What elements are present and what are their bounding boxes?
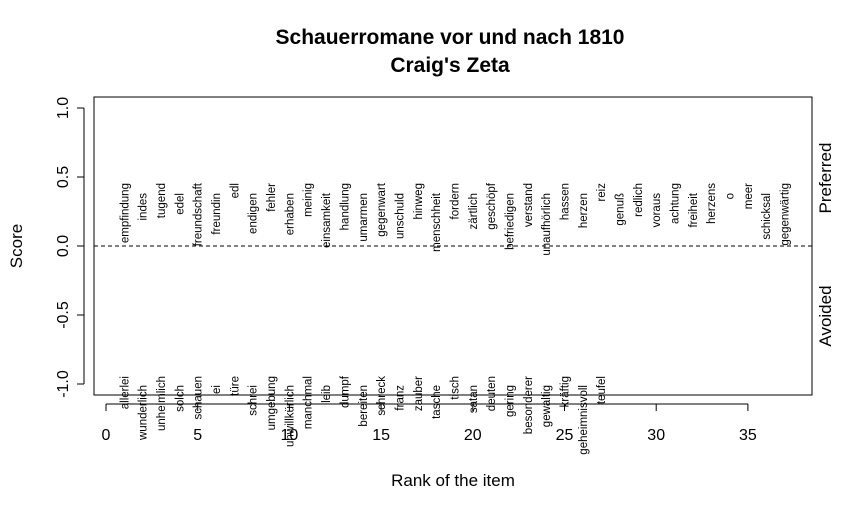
y-tick-label: 0.5 bbox=[55, 166, 72, 188]
preferred-word-2: indes bbox=[138, 193, 150, 221]
avoided-word-12: leib bbox=[321, 385, 333, 403]
y-axis: -1.0 -0.5 0.0 0.5 1.0 bbox=[55, 97, 85, 398]
preferred-word-37: gegenwärtig bbox=[780, 183, 792, 246]
x-tick-label: 25 bbox=[556, 427, 574, 444]
avoided-word-9: umgebung bbox=[266, 376, 278, 430]
preferred-word-9: fehler bbox=[266, 183, 278, 212]
avoided-word-17: zauber bbox=[413, 376, 425, 411]
chart-subtitle: Craig's Zeta bbox=[390, 54, 510, 77]
preferred-word-13: handlung bbox=[339, 183, 351, 230]
preferred-word-1: empfindung bbox=[119, 183, 131, 243]
preferred-word-6: freundin bbox=[211, 193, 223, 235]
preferred-word-12: einsamkeit bbox=[321, 192, 333, 248]
avoided-word-16: franz bbox=[394, 385, 406, 411]
x-tick-label: 30 bbox=[647, 427, 665, 444]
x-tick-label: 35 bbox=[739, 427, 757, 444]
preferred-word-36: schicksal bbox=[761, 193, 773, 240]
avoided-words: allerlei wunderlich unheimlich solch schauen… bbox=[119, 375, 608, 454]
preferred-word-22: befriedigen bbox=[504, 193, 516, 250]
y-axis-label: Score bbox=[7, 224, 26, 268]
x-tick-label: 0 bbox=[102, 427, 111, 444]
avoided-word-15: schreck bbox=[376, 376, 388, 416]
preferred-word-32: freiheit bbox=[688, 192, 700, 227]
avoided-word-2: wunderlich bbox=[138, 385, 150, 441]
preferred-word-35: meer bbox=[743, 183, 755, 209]
avoided-word-13: dumpf bbox=[339, 375, 351, 408]
side-label-avoided: Avoided bbox=[816, 285, 835, 346]
avoided-word-22: gering bbox=[504, 385, 516, 417]
y-tick-label: 0.0 bbox=[55, 235, 72, 257]
preferred-word-28: genuß bbox=[615, 193, 627, 226]
preferred-word-21: geschöpf bbox=[486, 182, 498, 229]
x-tick-label: 20 bbox=[464, 427, 482, 444]
avoided-word-11: manchmal bbox=[303, 376, 315, 429]
avoided-word-24: gewaltig bbox=[541, 385, 553, 427]
preferred-word-11: meinig bbox=[303, 183, 315, 217]
avoided-word-7: türe bbox=[229, 376, 241, 396]
avoided-word-8: schrei bbox=[248, 385, 260, 416]
avoided-word-14: bereiten bbox=[358, 385, 370, 427]
avoided-word-3: unheimlich bbox=[156, 376, 168, 431]
preferred-word-10: erhaben bbox=[284, 193, 296, 235]
preferred-word-15: gegenwart bbox=[376, 182, 388, 237]
preferred-word-3: tugend bbox=[156, 183, 168, 218]
preferred-word-8: endigen bbox=[248, 193, 260, 234]
preferred-word-14: umarmen bbox=[358, 193, 370, 242]
y-tick-label: -1.0 bbox=[55, 370, 72, 398]
avoided-word-20: satan bbox=[468, 385, 480, 413]
preferred-word-26: herzen bbox=[578, 193, 590, 228]
avoided-word-18: tasche bbox=[431, 385, 443, 419]
preferred-word-31: achtung bbox=[670, 183, 682, 224]
avoided-word-19: tisch bbox=[449, 376, 461, 400]
preferred-word-27: reiz bbox=[596, 183, 608, 202]
x-tick-label: 15 bbox=[372, 427, 390, 444]
avoided-word-27: teufel bbox=[596, 376, 608, 404]
preferred-word-20: zärtlich bbox=[468, 193, 480, 229]
preferred-word-18: menschheit bbox=[431, 192, 443, 252]
preferred-word-5: freundschaft bbox=[193, 182, 205, 246]
avoided-word-21: deuten bbox=[486, 376, 498, 411]
preferred-word-23: verstand bbox=[523, 183, 535, 227]
avoided-word-4: solch bbox=[174, 385, 186, 412]
x-axis: 0 5 10 15 20 25 30 35 bbox=[102, 403, 757, 444]
avoided-word-10: unwillkürlich bbox=[284, 385, 296, 447]
avoided-word-25: kräftig bbox=[560, 376, 572, 407]
x-tick-label: 10 bbox=[281, 427, 299, 444]
x-axis-label: Rank of the item bbox=[391, 471, 515, 490]
side-label-preferred: Preferred bbox=[816, 143, 835, 214]
preferred-word-29: redlich bbox=[633, 183, 645, 217]
avoided-word-6: ei bbox=[211, 385, 223, 394]
preferred-word-16: unschuld bbox=[394, 193, 406, 239]
avoided-word-26: geheimnisvoll bbox=[578, 385, 590, 455]
preferred-word-33: herzens bbox=[706, 183, 718, 224]
preferred-word-7: edl bbox=[229, 183, 241, 198]
preferred-word-30: voraus bbox=[651, 193, 663, 228]
preferred-word-4: edel bbox=[174, 193, 186, 215]
preferred-word-17: hinweg bbox=[413, 183, 425, 219]
preferred-word-34: o bbox=[725, 193, 737, 199]
avoided-word-23: besonderer bbox=[523, 376, 535, 434]
avoided-word-5: schauen bbox=[193, 376, 205, 419]
preferred-word-19: fordern bbox=[449, 183, 461, 219]
chart-title: Schauerromane vor und nach 1810 bbox=[276, 26, 625, 49]
x-tick-label: 5 bbox=[193, 427, 202, 444]
preferred-words: empfindung indes tugend edel freundschaft fre… bbox=[119, 182, 791, 255]
y-tick-label: -0.5 bbox=[55, 301, 72, 329]
avoided-word-1: allerlei bbox=[119, 376, 131, 409]
preferred-word-25: hassen bbox=[560, 183, 572, 220]
y-tick-label: 1.0 bbox=[55, 97, 72, 119]
preferred-word-24: unaufhörlich bbox=[541, 193, 553, 256]
